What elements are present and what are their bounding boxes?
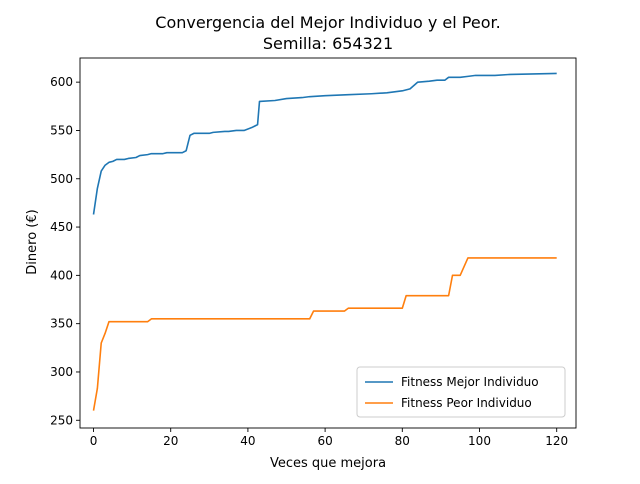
x-tick-label: 100 xyxy=(468,434,491,448)
y-tick-label: 350 xyxy=(50,317,73,331)
y-tick-label: 450 xyxy=(50,220,73,234)
axes-frame xyxy=(79,57,577,429)
y-tick-label: 400 xyxy=(50,268,73,282)
y-axis-label: Dinero (€) xyxy=(25,209,40,274)
x-tick-label: 40 xyxy=(240,434,255,448)
x-axis-label: Veces que mejora xyxy=(270,456,386,471)
x-tick-label: 80 xyxy=(395,434,410,448)
x-tick-label: 20 xyxy=(163,434,178,448)
y-tick-label: 600 xyxy=(50,75,73,89)
chart-subtitle: Semilla: 654321 xyxy=(263,34,393,53)
chart-title: Convergencia del Mejor Individuo y el Pe… xyxy=(155,13,500,32)
x-tick-label: 0 xyxy=(90,434,98,448)
legend-label-2: Fitness Peor Individuo xyxy=(401,396,532,410)
plot-area: 0 20 40 60 80 100 120 250 300 350 400 450 500 550 600 xyxy=(50,57,577,448)
legend-box xyxy=(356,366,566,418)
y-tick-label: 300 xyxy=(50,365,73,379)
y-tick-label: 500 xyxy=(50,172,73,186)
legend-label-1: Fitness Mejor Individuo xyxy=(401,375,539,389)
series-line-1 xyxy=(92,72,557,215)
y-tick-label: 550 xyxy=(50,123,73,137)
series-line-2 xyxy=(92,257,557,411)
y-tick-label: 250 xyxy=(50,413,73,427)
legend: Fitness Mejor Individuo Fitness Peor Indi… xyxy=(356,366,566,418)
x-tick-label: 60 xyxy=(317,434,332,448)
x-tick-label: 120 xyxy=(545,434,568,448)
